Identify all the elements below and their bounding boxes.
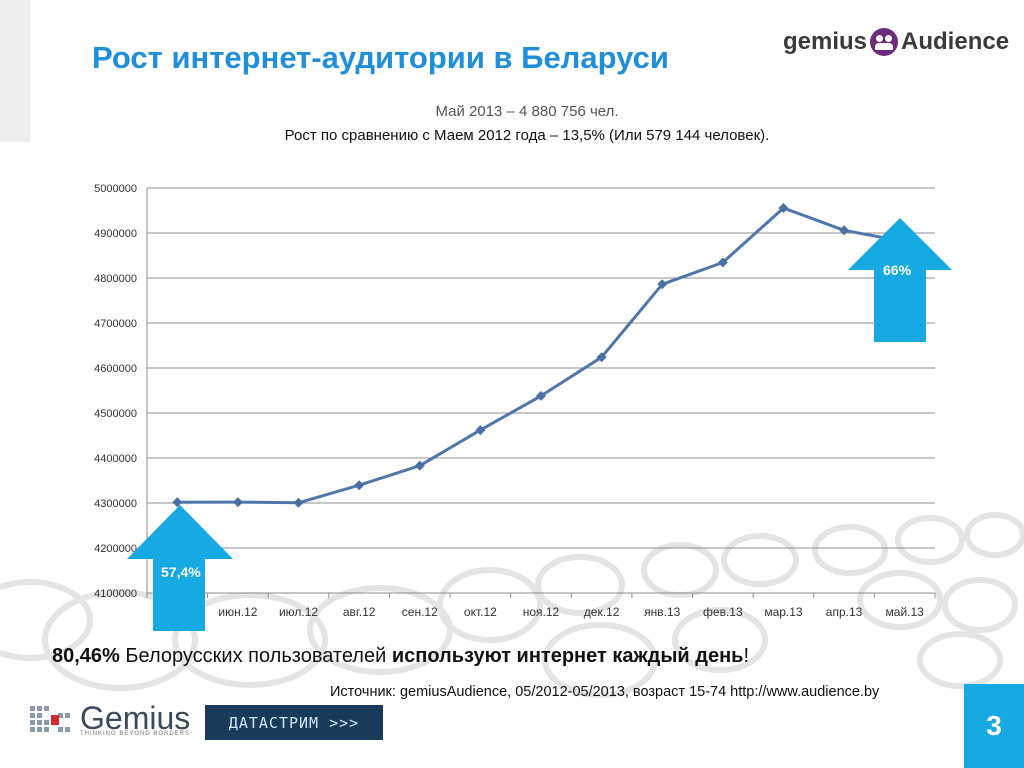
brand-right-text: Audience bbox=[901, 28, 1010, 55]
data-point-marker bbox=[172, 497, 183, 508]
arrow-right-label: 66% bbox=[883, 262, 912, 278]
x-tick-label: окт.12 bbox=[464, 605, 497, 619]
y-tick-label: 4400000 bbox=[94, 453, 137, 465]
y-tick-label: 4600000 bbox=[94, 363, 137, 375]
x-tick-label: июл.12 bbox=[279, 605, 318, 619]
arrow-up-right bbox=[848, 218, 952, 342]
datastream-partner-logo: ДАТАСТРИМ >>> bbox=[205, 705, 383, 740]
y-tick-label: 4800000 bbox=[94, 273, 137, 285]
source-note: Источник: gemiusAudience, 05/2012-05/201… bbox=[330, 684, 880, 700]
gemius-audience-logo: gemius Audience bbox=[783, 24, 1009, 60]
data-point-marker bbox=[475, 425, 486, 436]
data-point-marker bbox=[232, 497, 243, 508]
arrow-up-left bbox=[127, 505, 233, 631]
y-tick-label: 4900000 bbox=[94, 228, 137, 240]
audience-people-icon bbox=[870, 28, 899, 56]
statement-percent: 80,46% bbox=[52, 645, 120, 667]
data-point-marker bbox=[414, 460, 425, 471]
subtitle-total: Май 2013 – 4 880 756 чел. bbox=[435, 103, 619, 120]
y-tick-label: 4100000 bbox=[94, 588, 137, 600]
brand-left-text: gemius bbox=[783, 28, 868, 55]
y-tick-label: 4500000 bbox=[94, 408, 137, 420]
x-tick-label: июн.12 bbox=[218, 605, 257, 619]
x-tick-label: сен.12 bbox=[402, 605, 438, 619]
gemius-logo-icon bbox=[30, 706, 70, 732]
left-edge-tab bbox=[0, 0, 30, 142]
series-line bbox=[177, 206, 905, 505]
y-tick-label: 4200000 bbox=[94, 543, 137, 555]
page-number: 3 bbox=[964, 684, 1024, 768]
y-tick-label: 5000000 bbox=[94, 183, 137, 195]
x-tick-label: май.13 bbox=[886, 605, 925, 619]
gemius-tagline: THINKING BEYOND BORDERS bbox=[80, 731, 191, 737]
data-point-marker bbox=[778, 203, 789, 214]
x-tick-label: фев.13 bbox=[703, 605, 743, 619]
data-point-marker bbox=[293, 497, 304, 508]
subtitle-growth: Рост по сравнению с Маем 2012 года – 13,… bbox=[284, 127, 770, 144]
usage-statement: 80,46% Белорусских пользователей использ… bbox=[52, 645, 749, 668]
data-point-marker bbox=[839, 225, 850, 236]
data-point-marker bbox=[657, 279, 668, 290]
data-point-marker bbox=[717, 257, 728, 268]
data-point-marker bbox=[354, 480, 365, 491]
statement-end: ! bbox=[743, 645, 750, 667]
x-tick-label: ноя.12 bbox=[523, 605, 560, 619]
x-tick-label: авг.12 bbox=[343, 605, 376, 619]
y-tick-label: 4300000 bbox=[94, 498, 137, 510]
x-tick-label: янв.13 bbox=[644, 605, 681, 619]
y-tick-label: 4700000 bbox=[94, 318, 137, 330]
slide-title: Рост интернет-аудитории в Беларуси bbox=[92, 40, 669, 75]
data-point-marker bbox=[596, 352, 607, 363]
statement-bold: используют интернет каждый день bbox=[391, 645, 744, 667]
statement-middle: Белорусских пользователей bbox=[119, 645, 392, 667]
x-tick-label: мар.13 bbox=[764, 605, 803, 619]
data-point-marker bbox=[536, 390, 546, 401]
arrow-left-label: 57,4% bbox=[161, 564, 201, 580]
gemius-logo-text: Gemius bbox=[80, 700, 191, 736]
x-tick-label: апр.13 bbox=[826, 605, 863, 619]
x-tick-label: дек.12 bbox=[584, 605, 620, 619]
